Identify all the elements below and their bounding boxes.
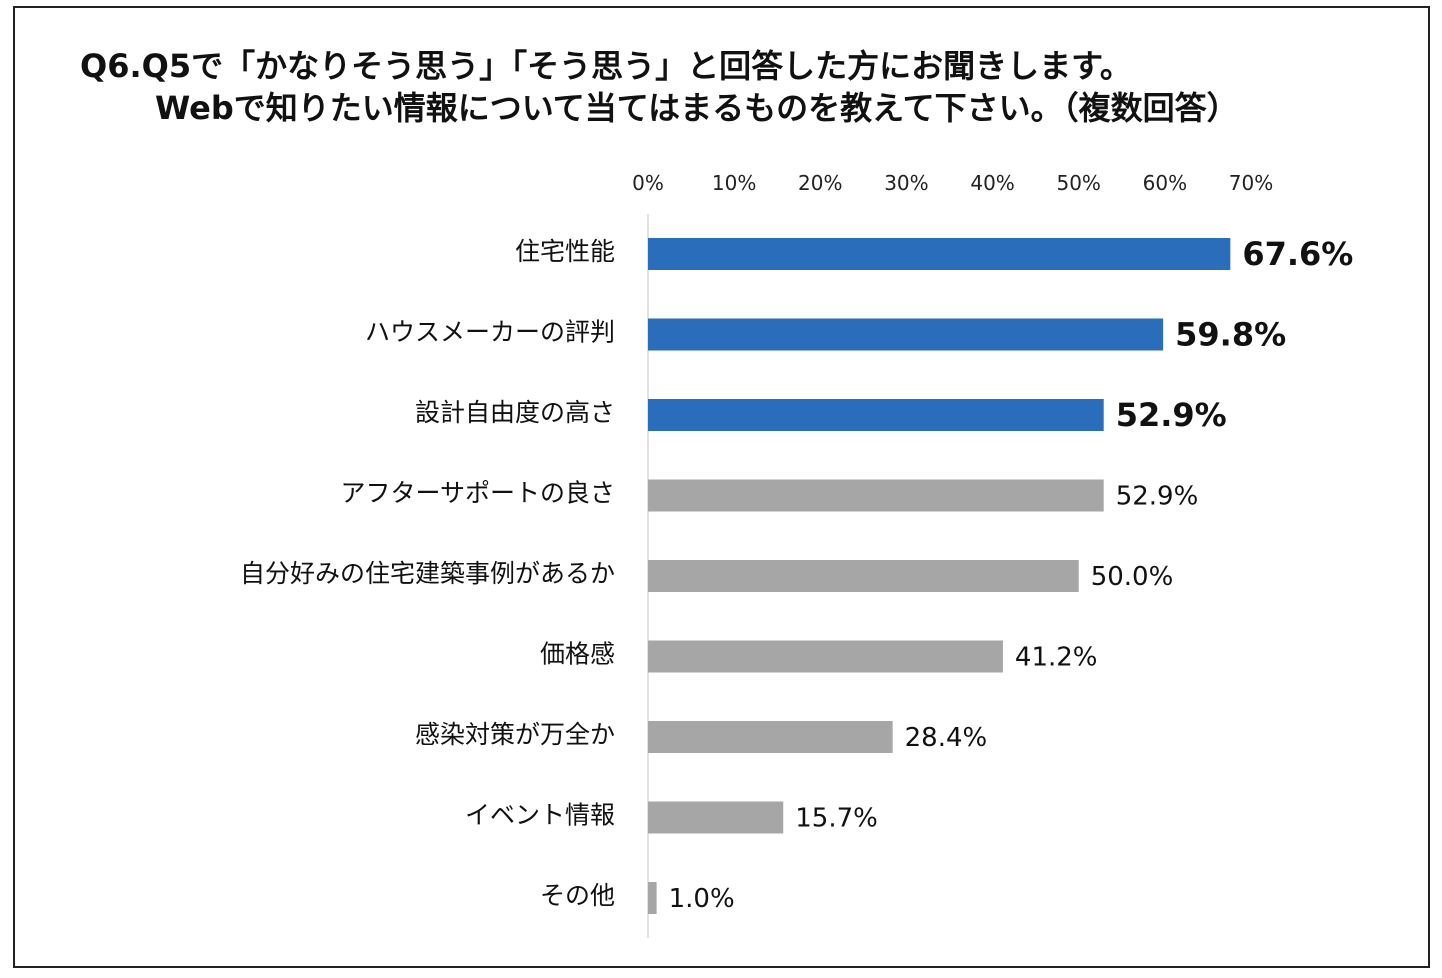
x-tick-label: 20% xyxy=(798,171,842,195)
bar xyxy=(648,399,1104,431)
value-label: 1.0% xyxy=(669,884,735,914)
x-tick-label: 50% xyxy=(1056,171,1100,195)
category-label: イベント情報 xyxy=(465,801,615,830)
value-label: 28.4% xyxy=(905,723,988,753)
value-labels: 67.6% 59.8% 52.9% 52.9% 50.0% 41.2% 28.4% 15.7%… xyxy=(669,235,1354,914)
category-label: 自分好みの住宅建築事例があるか xyxy=(240,559,615,588)
value-label: 52.9% xyxy=(1116,396,1227,434)
x-tick-label: 60% xyxy=(1143,171,1187,195)
x-axis-ticks: 0% 10% 20% 30% 40% 50% 60% 70% xyxy=(632,171,1273,195)
x-tick-label: 70% xyxy=(1229,171,1273,195)
category-label: 設計自由度の高さ xyxy=(415,398,615,427)
bar xyxy=(648,801,784,834)
value-label: 41.2% xyxy=(1015,643,1098,673)
value-label: 15.7% xyxy=(795,804,878,834)
bar xyxy=(648,640,1003,673)
bar xyxy=(648,721,893,753)
chart-title-line-1: Q6.Q5で「かなりそう思う」「そう思う」と回答した方にお聞きします。 xyxy=(80,47,1132,85)
value-label: 59.8% xyxy=(1175,316,1286,354)
value-label: 52.9% xyxy=(1116,482,1199,512)
x-tick-label: 30% xyxy=(884,171,928,195)
bar xyxy=(648,560,1079,592)
bars xyxy=(648,238,1231,914)
x-tick-label: 10% xyxy=(712,171,756,195)
x-tick-label: 40% xyxy=(970,171,1014,195)
value-label: 50.0% xyxy=(1091,562,1174,592)
bar xyxy=(648,882,657,914)
x-tick-label: 0% xyxy=(632,171,664,195)
category-label: 価格感 xyxy=(540,640,615,669)
category-label: その他 xyxy=(540,881,615,910)
value-label: 67.6% xyxy=(1242,235,1353,273)
bar xyxy=(648,238,1231,270)
chart-title-line-2: Webで知りたい情報について当てはまるものを教えて下さい。（複数回答） xyxy=(155,89,1239,127)
category-labels: 住宅性能ハウスメーカーの評判設計自由度の高さアフターサポートの良さ自分好みの住宅… xyxy=(240,237,615,910)
bar xyxy=(648,479,1104,512)
category-label: アフターサポートの良さ xyxy=(340,479,615,508)
category-label: ハウスメーカーの評判 xyxy=(365,318,615,347)
category-label: 住宅性能 xyxy=(515,237,615,266)
bar xyxy=(648,318,1164,351)
category-label: 感染対策が万全か xyxy=(415,720,615,749)
